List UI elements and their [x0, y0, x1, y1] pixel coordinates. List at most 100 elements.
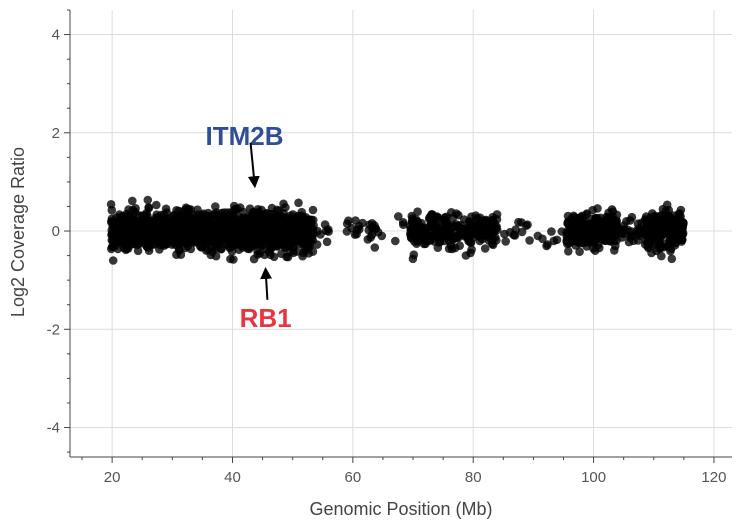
- y-tick-label: -2: [47, 321, 60, 338]
- data-point: [473, 231, 482, 240]
- data-point: [625, 233, 635, 242]
- data-point: [437, 226, 447, 236]
- axes: [69, 10, 732, 458]
- data-point: [148, 232, 158, 242]
- data-point: [269, 252, 279, 262]
- data-point: [230, 225, 239, 234]
- data-point: [588, 236, 597, 245]
- annotation-arrow: [260, 266, 273, 300]
- data-point: [547, 227, 556, 236]
- data-point: [107, 244, 116, 254]
- data-point: [399, 220, 408, 229]
- data-point: [647, 241, 657, 250]
- data-point: [222, 218, 231, 228]
- data-point: [633, 219, 643, 228]
- data-point: [274, 241, 283, 250]
- x-tick-label: 100: [581, 469, 606, 486]
- data-point: [276, 224, 286, 233]
- data-point: [664, 211, 674, 221]
- data-point: [572, 231, 582, 241]
- data-point: [480, 244, 490, 253]
- data-point: [308, 205, 318, 215]
- y-axis-title: Log2 Coverage Ratio: [8, 147, 28, 317]
- data-point: [246, 242, 255, 251]
- annotation-arrow: [247, 142, 260, 189]
- data-point: [492, 210, 502, 219]
- data-point: [312, 240, 322, 249]
- data-point: [294, 198, 303, 208]
- data-point: [249, 254, 259, 264]
- y-tick-label: 0: [52, 223, 60, 240]
- data-point: [640, 230, 650, 239]
- data-point: [256, 221, 266, 231]
- data-points: [106, 195, 688, 265]
- data-point: [268, 226, 278, 235]
- data-point: [609, 221, 618, 231]
- data-point: [245, 204, 255, 213]
- data-point: [625, 216, 635, 225]
- data-point: [440, 213, 450, 222]
- data-point: [313, 226, 322, 236]
- data-point: [119, 243, 128, 253]
- data-point: [412, 228, 421, 237]
- data-point: [253, 246, 262, 256]
- data-point: [371, 224, 381, 233]
- data-point: [428, 210, 437, 219]
- gene-label-itm2b: ITM2B: [206, 121, 284, 151]
- data-point: [454, 210, 463, 220]
- data-point: [467, 245, 476, 254]
- data-point: [649, 218, 659, 228]
- data-point: [186, 244, 196, 254]
- data-point: [564, 247, 573, 256]
- data-point: [491, 223, 501, 233]
- data-point: [413, 207, 422, 216]
- data-point: [322, 237, 332, 247]
- data-point: [391, 236, 400, 246]
- data-point: [525, 236, 534, 245]
- data-point: [205, 222, 215, 232]
- data-point: [108, 256, 118, 265]
- data-point: [509, 230, 519, 240]
- data-point: [523, 220, 532, 229]
- data-point: [542, 241, 551, 251]
- data-point: [106, 200, 116, 209]
- y-tick-label: 2: [52, 125, 60, 142]
- data-point: [193, 210, 203, 219]
- data-point: [298, 218, 307, 228]
- data-point: [634, 229, 643, 239]
- data-point: [445, 225, 454, 235]
- data-point: [665, 234, 675, 244]
- data-point: [576, 224, 586, 234]
- data-point: [667, 223, 676, 232]
- x-tick-label: 80: [465, 469, 482, 486]
- data-point: [648, 227, 658, 237]
- data-point: [288, 237, 297, 247]
- data-point: [227, 247, 237, 256]
- data-point: [670, 240, 680, 250]
- data-point: [433, 243, 443, 252]
- y-tick-label: -4: [47, 420, 60, 437]
- x-axis-title: Genomic Position (Mb): [309, 499, 492, 519]
- data-point: [355, 225, 364, 234]
- data-point: [141, 233, 150, 243]
- data-point: [218, 227, 227, 237]
- data-point: [445, 236, 454, 246]
- data-point: [152, 200, 161, 210]
- data-point: [474, 215, 483, 224]
- data-point: [211, 202, 220, 211]
- data-point: [364, 225, 374, 235]
- data-point: [609, 233, 618, 242]
- data-point: [182, 215, 192, 224]
- data-point: [129, 225, 138, 234]
- data-point: [370, 243, 380, 252]
- ticks: 20 40 60 80 100 120 -4 -2 0 2 4: [47, 9, 726, 486]
- data-point: [366, 233, 376, 242]
- data-point: [264, 237, 273, 247]
- data-point: [456, 220, 466, 230]
- data-point: [223, 208, 232, 217]
- data-point: [677, 237, 686, 246]
- x-tick-label: 60: [345, 469, 362, 486]
- data-point: [664, 242, 673, 251]
- data-point: [128, 196, 137, 206]
